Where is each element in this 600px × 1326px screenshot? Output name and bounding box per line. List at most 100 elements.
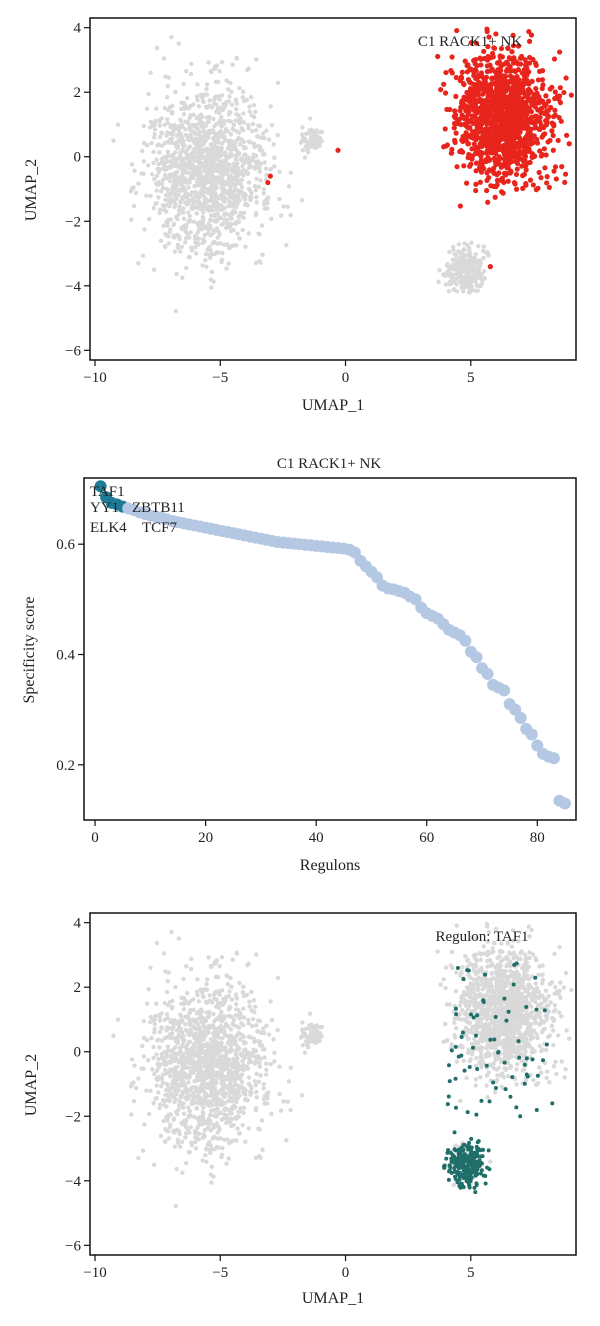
cell-point xyxy=(207,218,213,223)
cell-point xyxy=(212,94,218,100)
highlight-cell-point xyxy=(553,176,559,182)
cell-point xyxy=(252,183,258,189)
highlight-cell-point xyxy=(435,53,441,60)
regulon-point xyxy=(470,651,483,664)
cell-point xyxy=(152,1030,157,1035)
cell-point xyxy=(183,1045,188,1050)
cell-point xyxy=(237,85,242,91)
cell-point xyxy=(146,986,151,992)
cell-point xyxy=(230,180,235,186)
cell-point xyxy=(175,245,181,250)
highlight-cell-point xyxy=(514,154,520,161)
highlight-cell-point xyxy=(498,45,505,52)
cell-point xyxy=(171,185,177,191)
highlight-cell-point xyxy=(519,106,526,112)
cell-point xyxy=(453,1025,459,1031)
cell-point xyxy=(251,102,257,108)
y-tick-label: −4 xyxy=(65,279,81,295)
y-axis-label: UMAP_2 xyxy=(23,159,40,221)
cell-point xyxy=(184,200,190,205)
cell-point xyxy=(233,1001,239,1007)
cell-point xyxy=(188,1125,194,1130)
cell-point xyxy=(305,147,310,153)
cell-point xyxy=(167,1073,173,1079)
cell-point xyxy=(166,140,171,145)
cell-point xyxy=(136,181,141,186)
cell-point xyxy=(224,1076,230,1081)
highlight-cell-point xyxy=(510,43,517,49)
highlight-cell-point xyxy=(453,74,459,81)
cell-point xyxy=(461,1058,467,1064)
cell-point xyxy=(183,150,188,155)
cell-point xyxy=(262,1047,267,1052)
cell-point xyxy=(464,1075,469,1081)
cell-point xyxy=(444,270,449,276)
highlight-cell-point xyxy=(442,90,449,96)
cell-point xyxy=(184,963,189,969)
cell-point xyxy=(227,989,232,994)
cell-point xyxy=(255,134,260,139)
highlight-cell-point xyxy=(504,94,510,100)
cell-point xyxy=(166,1059,172,1065)
cell-point xyxy=(229,166,235,171)
cell-point xyxy=(468,267,473,273)
cell-point xyxy=(217,1127,222,1132)
cell-point xyxy=(215,1057,220,1063)
cell-point xyxy=(189,61,194,67)
highlight-cell-point xyxy=(511,179,518,186)
cell-point xyxy=(194,1018,199,1023)
cell-point xyxy=(191,1099,196,1104)
cell-point xyxy=(253,212,259,218)
cell-point xyxy=(214,1033,219,1038)
cell-point xyxy=(237,980,242,986)
highlight-cell-point xyxy=(442,126,448,132)
cell-point xyxy=(162,1000,168,1006)
cell-point xyxy=(141,171,146,176)
cell-point xyxy=(256,1079,262,1084)
cell-point xyxy=(209,175,215,181)
cell-point xyxy=(173,150,178,155)
cell-point xyxy=(159,1011,164,1016)
cell-point xyxy=(183,177,188,182)
cell-point xyxy=(129,1112,134,1117)
cell-point xyxy=(179,1018,185,1023)
cell-point xyxy=(239,1079,245,1085)
cell-point xyxy=(216,989,221,994)
cell-point xyxy=(164,197,170,203)
cell-point xyxy=(257,1064,263,1069)
cell-point xyxy=(209,1164,215,1170)
highlight-cell-point xyxy=(530,56,536,63)
cell-point xyxy=(437,268,442,273)
cell-point xyxy=(172,141,177,146)
cell-point xyxy=(235,231,240,236)
cell-point xyxy=(195,1072,200,1078)
cell-point xyxy=(242,1086,247,1091)
highlight-cell-point xyxy=(478,62,484,68)
highlight-cell-point xyxy=(561,89,567,96)
cell-point xyxy=(159,1025,164,1030)
highlight-cell-point xyxy=(494,87,500,93)
cell-point xyxy=(269,122,275,128)
cell-point xyxy=(145,163,151,168)
cell-point xyxy=(211,1125,216,1131)
cell-point xyxy=(221,1086,226,1091)
cell-point xyxy=(237,1131,242,1136)
cell-point xyxy=(215,1136,220,1141)
cell-point xyxy=(223,153,229,158)
cell-point xyxy=(194,211,199,216)
highlight-cell-point xyxy=(500,86,506,92)
cell-point xyxy=(234,1089,240,1095)
cell-point xyxy=(195,1125,200,1130)
plot-frame xyxy=(89,17,577,361)
highlight-cell-point xyxy=(485,44,491,50)
cell-point xyxy=(215,1112,220,1118)
highlight-cell-point xyxy=(557,49,563,55)
cell-point xyxy=(168,1019,173,1025)
cell-point xyxy=(450,257,455,263)
cell-point xyxy=(537,1043,542,1049)
cell-point xyxy=(271,142,276,147)
regulon-point xyxy=(525,728,538,741)
cell-point xyxy=(288,1065,293,1070)
cell-point xyxy=(179,1055,184,1060)
cell-point xyxy=(303,131,309,137)
